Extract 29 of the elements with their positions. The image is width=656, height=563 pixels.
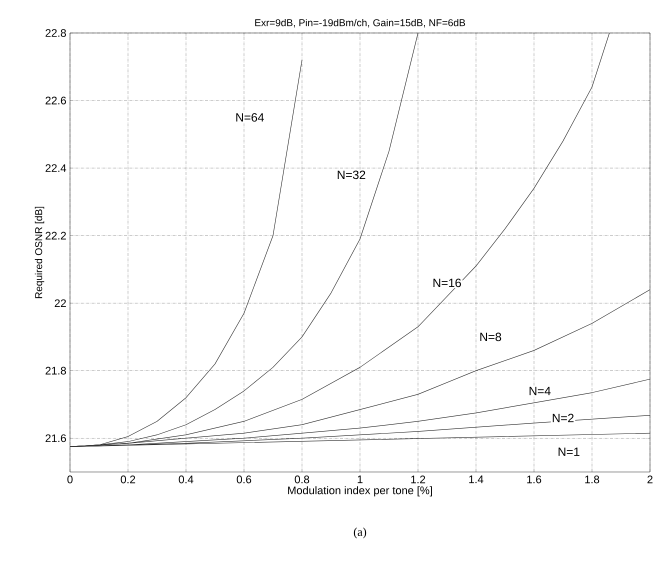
series-label: N=2 (552, 414, 574, 422)
y-tick-label: 21.8 (46, 366, 66, 375)
x-tick-label: 0 (67, 476, 73, 484)
y-tick-label: 22 (54, 299, 66, 307)
y-tick-label: 22.6 (46, 96, 66, 104)
x-tick-label: 1.6 (527, 476, 542, 484)
x-tick-label: 1.8 (585, 476, 600, 484)
y-tick-label: 22.8 (46, 29, 66, 37)
series-label: N=16 (433, 278, 461, 288)
x-tick-label: 0.4 (178, 476, 194, 484)
series-label: N=32 (338, 170, 366, 180)
y-tick-label: 21.6 (46, 434, 66, 442)
text: N=64 (236, 113, 264, 122)
y-axis-title: Required OSNR [dB] (34, 206, 44, 298)
chart-title: Exr=9dB, Pin=-19dBm/ch, Gain=15dB, NF=6dB (255, 18, 466, 28)
series-label: N=4 (530, 386, 551, 396)
x-tick-label: 0.6 (236, 476, 252, 484)
x-tick-label: 1.4 (469, 476, 484, 484)
x-tick-label: 2 (647, 476, 653, 484)
series-label: N=8 (480, 332, 502, 342)
y-tick-label: 22.2 (46, 232, 66, 240)
x-tick-label: 0.2 (120, 476, 136, 484)
x-axis-title: Modulation index per tone [%] (288, 486, 432, 496)
series-label: N=1 (558, 448, 580, 456)
text: (a) (354, 528, 366, 538)
y-tick-label: 22.4 (46, 164, 66, 172)
x-tick-label: 1 (358, 476, 363, 484)
x-tick-label: 0.8 (294, 476, 310, 484)
x-tick-label: 1.2 (411, 476, 426, 484)
